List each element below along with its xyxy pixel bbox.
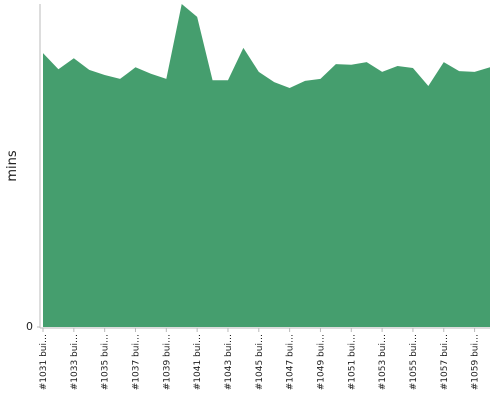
x-tick-label: #1047 bui…	[286, 334, 296, 390]
x-tick-label: #1045 bui…	[255, 334, 265, 390]
y-axis-label: mins	[5, 150, 20, 182]
x-tick-label: #1055 bui…	[409, 334, 419, 390]
x-tick-label: #1049 bui…	[316, 334, 326, 390]
x-tick-label: #1031 bui…	[39, 334, 49, 390]
x-tick-label: #1039 bui…	[162, 334, 172, 390]
x-tick-label: #1059 bui…	[471, 334, 481, 390]
x-tick-label: #1041 bui…	[193, 334, 203, 390]
x-tick-label: #1033 bui…	[70, 334, 80, 390]
x-tick-label: #1043 bui…	[224, 334, 234, 390]
y-tick-label: 0	[26, 320, 33, 333]
x-tick-label: #1037 bui…	[131, 334, 141, 390]
x-tick-label: #1051 bui…	[347, 334, 357, 390]
x-tick-label: #1053 bui…	[378, 334, 388, 390]
x-tick-label: #1035 bui…	[101, 334, 111, 390]
x-tick-label: #1057 bui…	[440, 334, 450, 390]
area	[43, 4, 490, 327]
